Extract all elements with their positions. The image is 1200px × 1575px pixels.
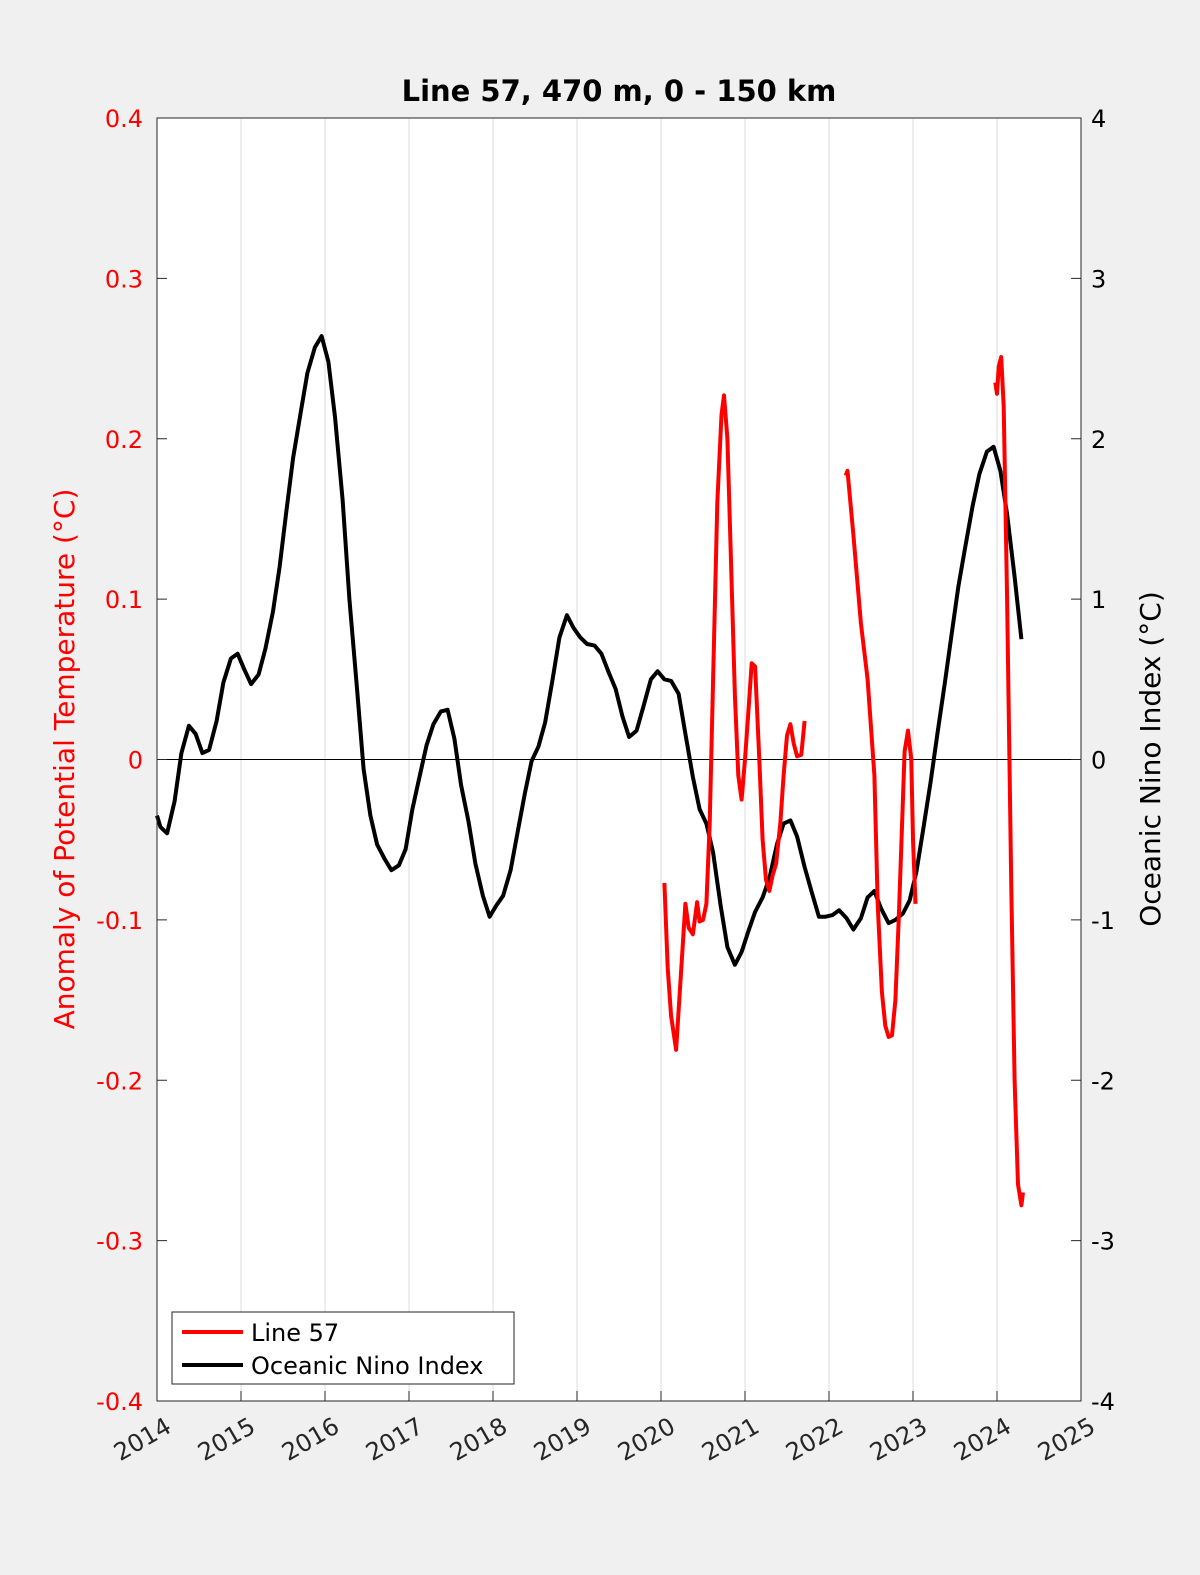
x-tick-label: 2023 bbox=[865, 1412, 932, 1467]
series-layer bbox=[155, 334, 1025, 1208]
chart-title: Line 57, 470 m, 0 - 150 km bbox=[402, 74, 837, 108]
y-right-tick-label: -4 bbox=[1091, 1388, 1115, 1416]
legend-box bbox=[171, 1311, 515, 1385]
y-right-tick-label: 0 bbox=[1091, 747, 1106, 775]
y-right-tick-label: 2 bbox=[1091, 426, 1106, 454]
y-left-tick-label: 0.4 bbox=[105, 105, 143, 133]
y-right-tick-label: 3 bbox=[1091, 265, 1106, 293]
y-left-tick-label: 0.1 bbox=[105, 586, 143, 614]
y-right-tick-label: -3 bbox=[1091, 1228, 1115, 1256]
y-left-tick-label: -0.4 bbox=[96, 1388, 143, 1416]
y-left-tick-label: 0.2 bbox=[105, 426, 143, 454]
y-right-tick-label: 4 bbox=[1091, 105, 1106, 133]
legend: Line 57 Oceanic Nino Index bbox=[171, 1311, 515, 1385]
y-left-tick-label: 0.3 bbox=[105, 265, 143, 293]
legend-label-oni: Oceanic Nino Index bbox=[251, 1352, 483, 1380]
y-left-tick-label: -0.2 bbox=[96, 1067, 143, 1095]
y-right-tick-label: -1 bbox=[1091, 907, 1115, 935]
x-tick-label: 2018 bbox=[445, 1412, 512, 1467]
legend-label-line57: Line 57 bbox=[251, 1319, 339, 1347]
y-axis-label-right: Oceanic Nino Index (°C) bbox=[1134, 591, 1167, 927]
x-tick-label: 2016 bbox=[277, 1412, 344, 1467]
series-line-line57-segment bbox=[993, 355, 1025, 1208]
series-line-line57-segment bbox=[662, 393, 807, 1052]
x-tick-label: 2024 bbox=[949, 1412, 1016, 1467]
x-tick-label: 2015 bbox=[193, 1412, 260, 1467]
y-left-tick-label: 0 bbox=[128, 747, 143, 775]
x-tick-label: 2022 bbox=[781, 1412, 848, 1467]
y-right-tick-label: -2 bbox=[1091, 1067, 1115, 1095]
y-left-tick-label: -0.1 bbox=[96, 907, 143, 935]
y-right-tick-label: 1 bbox=[1091, 586, 1106, 614]
y-left-tick-label: -0.3 bbox=[96, 1228, 143, 1256]
x-tick-label: 2014 bbox=[109, 1412, 176, 1467]
y-axis-label-left: Anomaly of Potential Temperature (°C) bbox=[48, 489, 81, 1030]
x-tick-label: 2019 bbox=[529, 1412, 596, 1467]
x-tick-label: 2020 bbox=[613, 1412, 680, 1467]
x-tick-label: 2025 bbox=[1033, 1412, 1100, 1467]
x-tick-label: 2017 bbox=[361, 1412, 428, 1467]
series-line-line57-segment bbox=[843, 468, 918, 1039]
x-tick-label: 2021 bbox=[697, 1412, 764, 1467]
